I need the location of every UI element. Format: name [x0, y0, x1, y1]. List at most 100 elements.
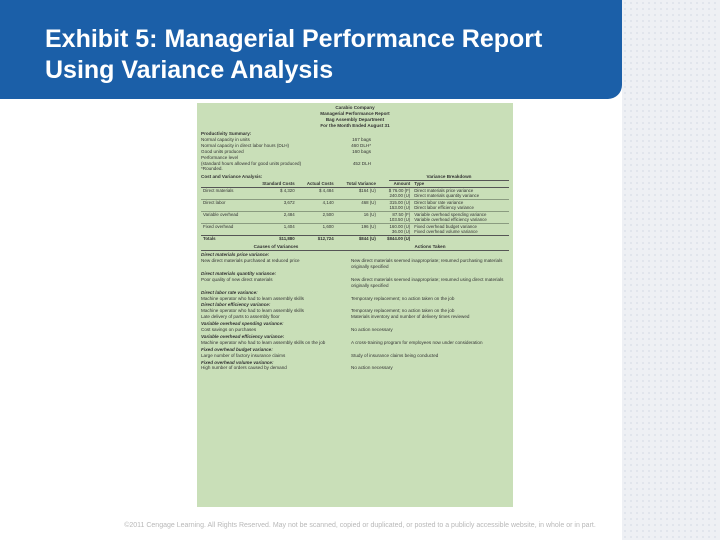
action-text: No action necessary — [351, 327, 393, 333]
cause-row: New direct materials purchased at reduce… — [201, 258, 509, 270]
cause-title: Variable overhead efficiency variance: — [201, 333, 285, 339]
variance-type: Direct labor efficiency variance — [414, 205, 474, 211]
action-text: A cross-training program for employees n… — [351, 339, 483, 345]
report-company: Carabio Company — [335, 105, 375, 110]
variance-amount: 87.50 (F) — [377, 210, 413, 218]
cause-title: Direct labor rate variance: — [201, 289, 258, 295]
productivity-row: Performance level — [201, 155, 509, 161]
productivity-row: Normal capacity in units 167 bags — [201, 137, 509, 143]
table-row: 36.00 (U) Fixed overhead volume variance — [201, 229, 509, 235]
productivity-label: Normal capacity in direct labor hours (D… — [201, 142, 290, 148]
cause-block: Direct labor rate variance: Machine opera… — [201, 290, 509, 302]
cause-title: Fixed overhead volume variance: — [201, 359, 274, 365]
variance-type: Direct materials price variance — [412, 186, 509, 194]
cause-row: Machine operator who had to learn assemb… — [201, 296, 509, 302]
productivity-label: Good units produced — [201, 148, 244, 154]
productivity-value: 167 bags — [352, 136, 371, 142]
productivity-value: 460 DLH* — [351, 142, 371, 148]
variance-amount: 36.00 (U) — [391, 229, 411, 235]
cost-item: Direct labor — [201, 198, 251, 206]
standard-cost: 1,404 — [250, 222, 297, 230]
cause-text: Cost savings on purchases — [201, 327, 257, 333]
productivity-summary: Normal capacity in units 167 bags Normal c… — [201, 137, 509, 167]
cause-text: New direct materials purchased at reduce… — [201, 258, 300, 264]
variance-type — [412, 234, 509, 242]
variance-breakdown-heading: Variance Breakdown — [389, 174, 509, 182]
total-variance: 468 (U) — [335, 198, 378, 206]
productivity-value: 160 bags — [352, 148, 371, 154]
rounded-note: *Rounded. — [201, 166, 223, 172]
cause-row: Machine operator who had to learn assemb… — [201, 340, 509, 346]
cost-item: Totals — [201, 234, 251, 242]
actual-cost: 2,500 — [296, 210, 336, 218]
cause-text: Machine operator who had to learn assemb… — [201, 339, 326, 345]
table-row: Fixed overhead 1,404 1,600 196 (U) 160.00 (U… — [201, 222, 509, 230]
cause-block: Direct labor efficiency variance: Machine… — [201, 302, 509, 320]
cost-variance-table: Standard Costs Actual Costs Total Variance… — [201, 181, 509, 242]
cause-row: Poor quality of new direct materials New … — [201, 277, 509, 289]
productivity-value: 452 DLH — [352, 160, 371, 166]
cost-variance-header: Cost and Variance Analysis: Variance Bre… — [201, 174, 509, 182]
variance-amount: 160.00 (U) — [377, 222, 413, 230]
actual-cost: $12,724 — [296, 234, 336, 242]
cause-text: Poor quality of new direct materials — [201, 276, 273, 282]
action-text: Temporary replacement; no action taken o… — [351, 308, 455, 314]
variance-amount: 315.00 (U) — [377, 198, 413, 206]
causes-heading: Causes of Variances — [253, 244, 299, 250]
cause-text: Machine operator who had to learn assemb… — [201, 295, 304, 301]
table-row: 240.00 (U) Direct materials quantity vari… — [201, 193, 509, 199]
cause-text: Late delivery of parts to assembly floor — [201, 314, 280, 320]
productivity-label: Normal capacity in units — [201, 136, 250, 142]
productivity-heading: Productivity Summary: — [201, 131, 252, 136]
table-row: Direct materials $ 4,320 $ 4,484 $164 (U) $ … — [201, 186, 509, 194]
variance-type: Variable overhead efficiency variance — [414, 217, 487, 223]
actual-cost: $ 4,484 — [296, 186, 336, 194]
productivity-row: (standard hours allowed for good units p… — [201, 161, 509, 167]
table-row: Direct labor 3,672 4,140 468 (U) 315.00 (U) D… — [201, 198, 509, 206]
total-variance: 196 (U) — [335, 222, 378, 230]
actual-cost: 4,140 — [296, 198, 336, 206]
cause-text: Machine operator who had to learn assemb… — [201, 308, 304, 314]
action-text: Study of insurance claims being conducte… — [351, 352, 439, 358]
productivity-row: Good units produced 160 bags — [201, 149, 509, 155]
cause-title: Fixed overhead budget variance: — [201, 346, 273, 352]
total-variance: $844 (U) — [335, 234, 378, 242]
report-period: For the Month Ended August 31 — [320, 123, 390, 128]
decorative-dotted-panel — [622, 0, 720, 540]
variance-type: Fixed overhead budget variance — [412, 222, 509, 230]
cause-text: Large number of factory insurance claims — [201, 352, 286, 358]
table-row: 103.50 (U) Variable overhead efficiency v… — [201, 217, 509, 223]
cause-block: Fixed overhead budget variance: Large num… — [201, 347, 509, 359]
performance-report-exhibit: Carabio Company Managerial Performance R… — [197, 103, 513, 507]
cause-title: Variable overhead spending variance: — [201, 321, 284, 327]
variance-amount: 103.50 (U) — [389, 217, 411, 223]
report-department: Bag Assembly Department — [325, 117, 385, 122]
total-variance: 16 (U) — [335, 210, 378, 218]
total-variance: $164 (U) — [335, 186, 378, 194]
standard-cost: 3,672 — [250, 198, 297, 206]
action-text: New direct materials seemed inappropriat… — [351, 276, 504, 288]
productivity-row: Normal capacity in direct labor hours (D… — [201, 143, 509, 149]
productivity-label: (standard hours allowed for good units p… — [201, 160, 302, 166]
variance-type: Variable overhead spending variance — [412, 210, 509, 218]
cause-block: Variable overhead spending variance: Cost… — [201, 321, 509, 333]
title-banner: Exhibit 5: Managerial Performance Report… — [0, 0, 622, 99]
action-text: No action necessary — [351, 365, 393, 371]
actions-heading: Actions Taken — [414, 244, 446, 250]
variance-type: Direct labor rate variance — [412, 198, 509, 206]
variance-type: Direct materials quantity variance — [414, 193, 480, 199]
cause-block: Direct materials price variance: New dire… — [201, 252, 509, 270]
causes-actions-list: Direct materials price variance: New dire… — [201, 252, 509, 371]
action-text: Temporary replacement; no action taken o… — [351, 295, 455, 301]
report-name: Managerial Performance Report — [320, 111, 390, 116]
cause-title: Direct materials price variance: — [201, 252, 270, 258]
cause-text: High number of orders caused by demand — [201, 365, 287, 371]
cause-row: Cost savings on purchases No action neces… — [201, 327, 509, 333]
variance-amount: $ 76.00 (F) — [377, 186, 413, 194]
cause-title: Direct materials quantity variance: — [201, 270, 277, 276]
causes-actions-header: Causes of Variances Actions Taken — [201, 244, 509, 252]
productivity-label: Performance level — [201, 154, 239, 160]
standard-cost: $11,880 — [250, 234, 297, 242]
variance-amount: 240.00 (U) — [389, 193, 411, 199]
cost-item: Variable overhead — [201, 210, 251, 218]
